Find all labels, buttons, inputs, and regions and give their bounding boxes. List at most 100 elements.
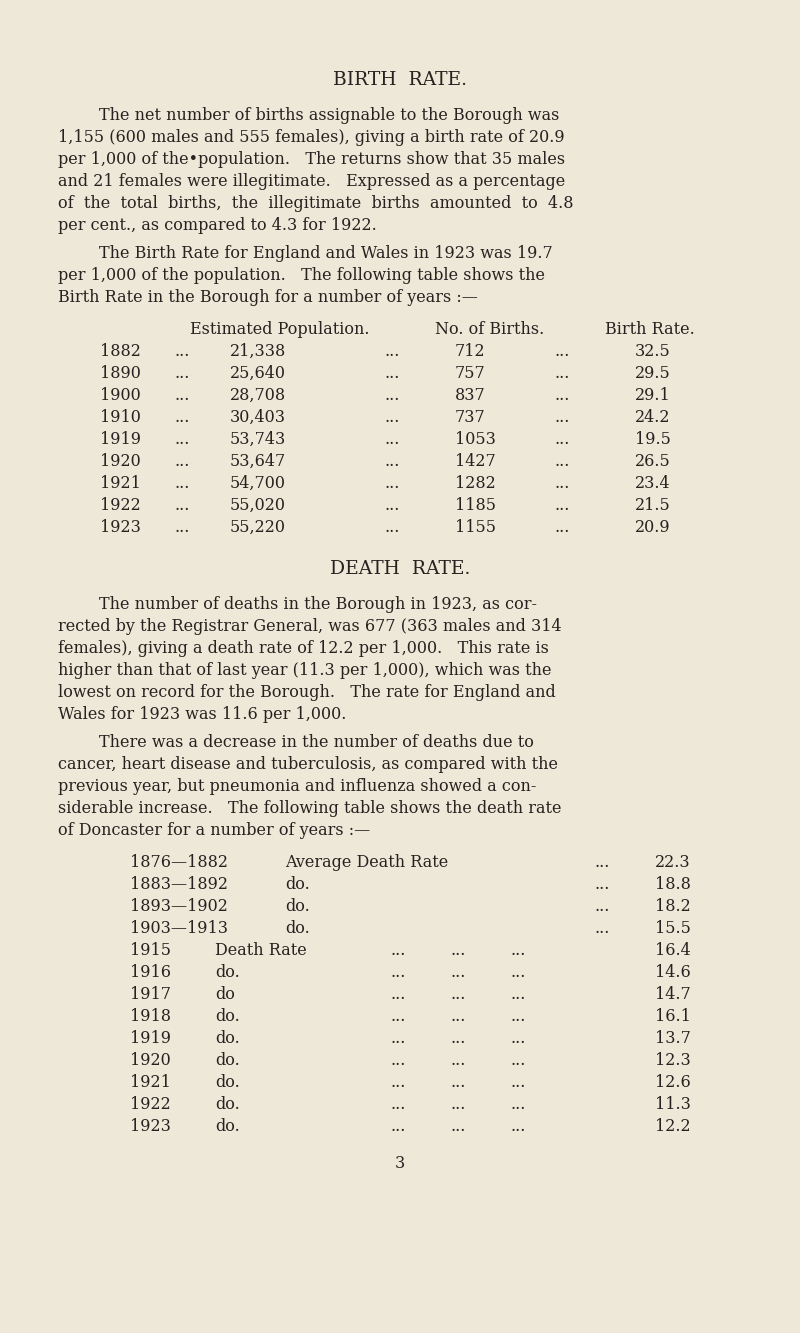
Text: ...: ... [390, 1052, 406, 1069]
Text: 757: 757 [455, 365, 486, 383]
Text: There was a decrease in the number of deaths due to: There was a decrease in the number of de… [58, 734, 534, 752]
Text: 1910: 1910 [100, 409, 141, 427]
Text: 1920: 1920 [100, 453, 141, 471]
Text: 712: 712 [455, 343, 486, 360]
Text: 1883—1892: 1883—1892 [130, 876, 228, 893]
Text: ...: ... [385, 453, 400, 471]
Text: ...: ... [595, 854, 610, 872]
Text: 14.6: 14.6 [655, 964, 690, 981]
Text: ...: ... [555, 343, 570, 360]
Text: siderable increase.   The following table shows the death rate: siderable increase. The following table … [58, 800, 562, 817]
Text: 28,708: 28,708 [230, 387, 286, 404]
Text: DEATH  RATE.: DEATH RATE. [330, 560, 470, 579]
Text: cancer, heart disease and tuberculosis, as compared with the: cancer, heart disease and tuberculosis, … [58, 756, 558, 773]
Text: ...: ... [390, 986, 406, 1004]
Text: 1921: 1921 [100, 475, 141, 492]
Text: The Birth Rate for England and Wales in 1923 was 19.7: The Birth Rate for England and Wales in … [58, 245, 553, 263]
Text: 1922: 1922 [130, 1097, 170, 1113]
Text: ...: ... [175, 387, 190, 404]
Text: 25,640: 25,640 [230, 365, 286, 383]
Text: ...: ... [385, 343, 400, 360]
Text: ...: ... [510, 964, 526, 981]
Text: per 1,000 of the•population.   The returns show that 35 males: per 1,000 of the•population. The returns… [58, 151, 565, 168]
Text: 1920: 1920 [130, 1052, 170, 1069]
Text: 21.5: 21.5 [635, 497, 670, 515]
Text: 1890: 1890 [100, 365, 141, 383]
Text: 12.6: 12.6 [655, 1074, 690, 1092]
Text: 24.2: 24.2 [635, 409, 670, 427]
Text: previous year, but pneumonia and influenza showed a con-: previous year, but pneumonia and influen… [58, 778, 536, 796]
Text: ...: ... [175, 431, 190, 448]
Text: 3: 3 [395, 1156, 405, 1173]
Text: 1155: 1155 [455, 519, 496, 536]
Text: ...: ... [510, 986, 526, 1004]
Text: BIRTH  RATE.: BIRTH RATE. [333, 71, 467, 89]
Text: ...: ... [175, 365, 190, 383]
Text: 1916: 1916 [130, 964, 171, 981]
Text: ...: ... [175, 343, 190, 360]
Text: of  the  total  births,  the  illegitimate  births  amounted  to  4.8: of the total births, the illegitimate bi… [58, 195, 574, 212]
Text: 14.7: 14.7 [655, 986, 690, 1004]
Text: 16.4: 16.4 [655, 942, 690, 960]
Text: do.: do. [215, 1074, 240, 1092]
Text: do.: do. [285, 876, 310, 893]
Text: ...: ... [555, 431, 570, 448]
Text: 1185: 1185 [455, 497, 496, 515]
Text: ...: ... [450, 986, 466, 1004]
Text: ...: ... [390, 964, 406, 981]
Text: higher than that of last year (11.3 per 1,000), which was the: higher than that of last year (11.3 per … [58, 663, 551, 680]
Text: do.: do. [285, 920, 310, 937]
Text: Birth Rate in the Borough for a number of years :—: Birth Rate in the Borough for a number o… [58, 289, 478, 307]
Text: ...: ... [555, 365, 570, 383]
Text: 1282: 1282 [455, 475, 496, 492]
Text: 1053: 1053 [455, 431, 496, 448]
Text: 737: 737 [455, 409, 486, 427]
Text: 1923: 1923 [100, 519, 141, 536]
Text: ...: ... [510, 1118, 526, 1136]
Text: and 21 females were illegitimate.   Expressed as a percentage: and 21 females were illegitimate. Expres… [58, 173, 566, 191]
Text: 12.3: 12.3 [655, 1052, 690, 1069]
Text: No. of Births.: No. of Births. [435, 321, 545, 339]
Text: ...: ... [595, 898, 610, 916]
Text: do.: do. [215, 1052, 240, 1069]
Text: ...: ... [390, 1074, 406, 1092]
Text: ...: ... [385, 387, 400, 404]
Text: of Doncaster for a number of years :—: of Doncaster for a number of years :— [58, 822, 370, 840]
Text: ...: ... [385, 475, 400, 492]
Text: ...: ... [555, 519, 570, 536]
Text: ...: ... [595, 876, 610, 893]
Text: per 1,000 of the population.   The following table shows the: per 1,000 of the population. The followi… [58, 267, 545, 284]
Text: ...: ... [510, 1097, 526, 1113]
Text: ...: ... [390, 1118, 406, 1136]
Text: Average Death Rate: Average Death Rate [285, 854, 448, 872]
Text: ...: ... [390, 942, 406, 960]
Text: Birth Rate.: Birth Rate. [605, 321, 695, 339]
Text: ...: ... [450, 1052, 466, 1069]
Text: ...: ... [450, 1097, 466, 1113]
Text: do.: do. [215, 1008, 240, 1025]
Text: ...: ... [510, 1052, 526, 1069]
Text: ...: ... [450, 1030, 466, 1048]
Text: 29.5: 29.5 [635, 365, 670, 383]
Text: 29.1: 29.1 [635, 387, 670, 404]
Text: ...: ... [555, 497, 570, 515]
Text: ...: ... [510, 1074, 526, 1092]
Text: 26.5: 26.5 [635, 453, 670, 471]
Text: The number of deaths in the Borough in 1923, as cor-: The number of deaths in the Borough in 1… [58, 596, 537, 613]
Text: ...: ... [385, 497, 400, 515]
Text: ...: ... [385, 519, 400, 536]
Text: Death Rate: Death Rate [215, 942, 306, 960]
Text: ...: ... [175, 497, 190, 515]
Text: Wales for 1923 was 11.6 per 1,000.: Wales for 1923 was 11.6 per 1,000. [58, 706, 346, 724]
Text: 19.5: 19.5 [635, 431, 671, 448]
Text: do.: do. [215, 1118, 240, 1136]
Text: ...: ... [555, 387, 570, 404]
Text: lowest on record for the Borough.   The rate for England and: lowest on record for the Borough. The ra… [58, 684, 556, 701]
Text: The net number of births assignable to the Borough was: The net number of births assignable to t… [58, 107, 559, 124]
Text: ...: ... [175, 409, 190, 427]
Text: ...: ... [510, 1030, 526, 1048]
Text: 1919: 1919 [100, 431, 141, 448]
Text: 12.2: 12.2 [655, 1118, 690, 1136]
Text: ...: ... [175, 475, 190, 492]
Text: 1917: 1917 [130, 986, 171, 1004]
